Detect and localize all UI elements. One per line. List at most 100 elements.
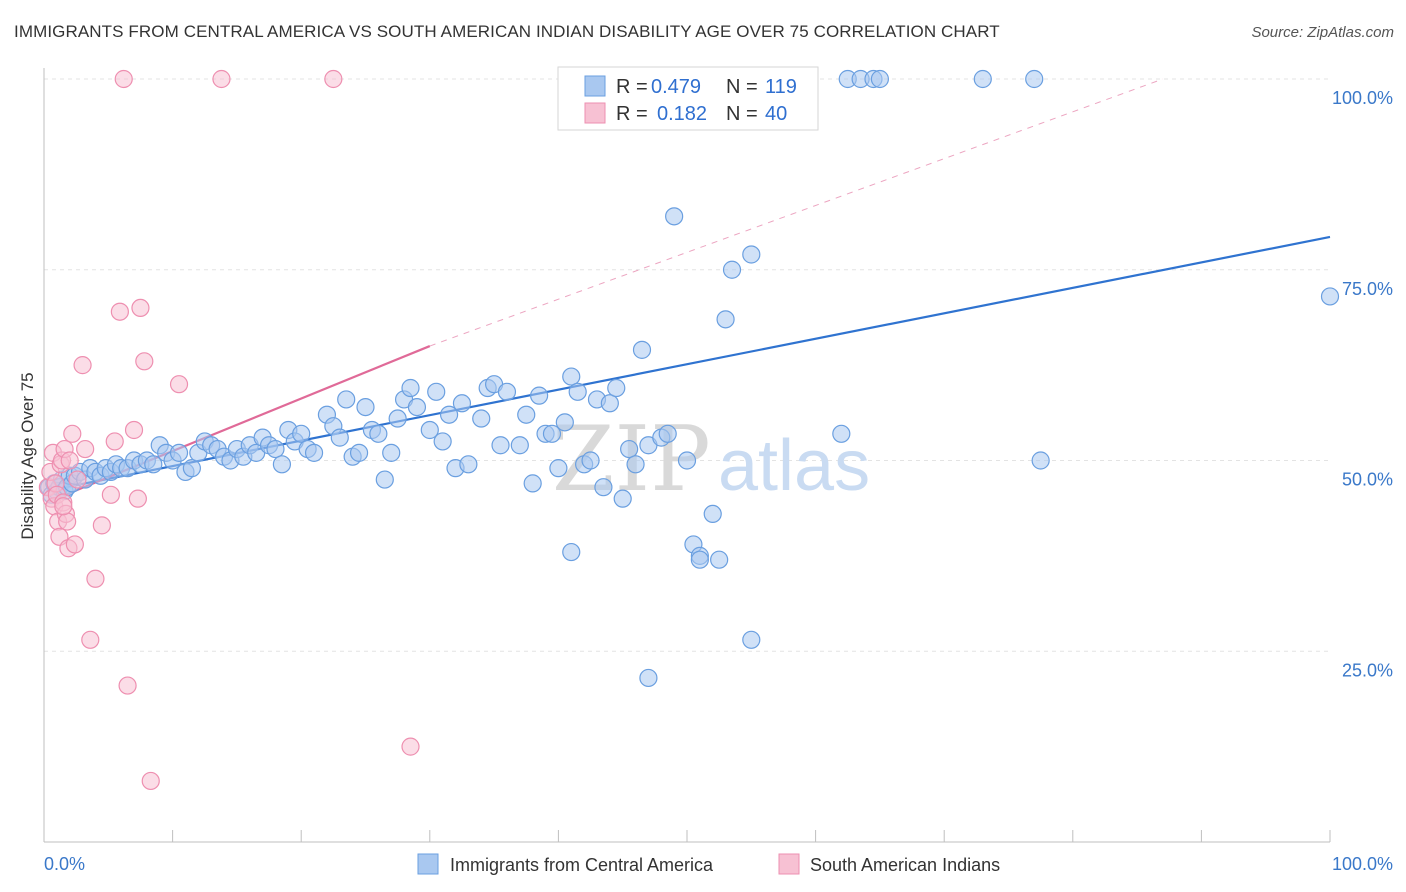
point-series-1-49 (304, 443, 324, 462)
bottom-legend-swatch-2 (778, 853, 800, 875)
legend-n-value-2: 40 (765, 103, 787, 125)
point-series-1-83 (549, 459, 568, 478)
point-series-1-86 (568, 382, 587, 401)
x-tick-label-max: 100.0% (1332, 854, 1393, 874)
point-series-2-36 (212, 69, 231, 89)
point-series-2-22 (81, 630, 100, 649)
point-series-1-120 (1031, 451, 1050, 470)
legend-n-label-2: N = (726, 103, 758, 125)
y-tick-label-2: 50.0% (1342, 470, 1393, 490)
legend-r-label-1: R = (616, 76, 648, 98)
point-series-2-25 (101, 485, 120, 504)
point-series-1-92 (600, 394, 619, 413)
y-axis-title: Disability Age Over 75 (18, 372, 37, 539)
point-series-2-19 (68, 470, 87, 489)
point-series-1-91 (594, 478, 613, 497)
x-tick-label-min: 0.0% (44, 854, 85, 874)
point-series-2-33 (141, 771, 160, 791)
point-series-1-89 (581, 451, 600, 470)
point-series-1-71 (459, 455, 478, 474)
point-series-1-79 (523, 474, 542, 493)
point-series-1-84 (555, 413, 574, 432)
point-series-2-37 (324, 69, 343, 89)
point-series-1-60 (382, 443, 401, 462)
point-series-1-121 (1320, 287, 1340, 306)
point-series-1-77 (510, 436, 529, 455)
point-series-1-111 (742, 245, 761, 264)
legend-n-label-1: N = (726, 76, 758, 98)
point-series-2-18 (65, 535, 84, 554)
point-series-2-17 (63, 424, 82, 443)
point-series-1-75 (491, 436, 510, 455)
point-series-1-55 (349, 443, 369, 462)
point-series-1-78 (517, 405, 536, 424)
trend-extension-2 (429, 78, 1163, 347)
source-label: Source: ZipAtlas.com (1251, 24, 1394, 41)
point-series-2-34 (169, 375, 189, 394)
point-series-2-31 (131, 298, 150, 317)
point-series-2-21 (76, 439, 95, 459)
point-series-1-97 (632, 340, 652, 359)
bottom-legend-label-1: Immigrants from Central America (450, 855, 714, 875)
point-series-2-24 (92, 516, 111, 535)
point-series-1-118 (973, 69, 992, 89)
point-series-1-28 (169, 443, 189, 462)
point-series-1-94 (613, 489, 632, 508)
point-series-1-63 (401, 378, 420, 398)
legend-n-value-1: 119 (765, 76, 797, 98)
y-tick-label-0: 100.0% (1332, 88, 1393, 108)
point-series-1-24 (144, 455, 163, 474)
point-series-1-64 (407, 397, 427, 417)
point-series-1-58 (369, 424, 388, 443)
data-points (38, 69, 1340, 791)
point-series-1-87 (562, 542, 581, 562)
chart-title: IMMIGRANTS FROM CENTRAL AMERICA VS SOUTH… (14, 22, 1000, 41)
point-series-1-102 (677, 451, 697, 470)
point-series-2-35 (114, 69, 133, 89)
point-series-1-70 (452, 394, 472, 413)
point-series-2-29 (124, 420, 144, 440)
point-series-2-38 (401, 737, 420, 756)
point-series-2-30 (128, 489, 147, 508)
point-series-1-106 (703, 504, 722, 524)
point-series-1-47 (292, 424, 311, 443)
point-series-2-28 (118, 676, 137, 695)
point-series-1-72 (472, 409, 491, 428)
point-series-1-117 (870, 69, 890, 89)
legend-r-value-2: 0.182 (657, 103, 707, 125)
point-series-2-26 (105, 432, 124, 451)
point-series-1-107 (710, 550, 729, 569)
point-series-1-95 (620, 439, 639, 459)
point-series-1-110 (742, 630, 761, 649)
legend-swatch-series-1 (584, 75, 606, 97)
point-series-1-53 (337, 390, 356, 409)
point-series-2-16 (60, 451, 79, 470)
point-series-2-20 (73, 356, 92, 375)
point-series-1-61 (388, 409, 407, 428)
legend-swatch-series-2 (584, 102, 606, 124)
point-series-2-23 (86, 569, 105, 588)
point-series-1-76 (497, 382, 517, 401)
point-series-2-27 (110, 302, 129, 321)
x-ticks (172, 830, 1331, 842)
y-tick-label-3: 25.0% (1342, 660, 1393, 680)
point-series-1-119 (1025, 69, 1044, 89)
point-series-2-14 (58, 512, 77, 531)
point-series-1-65 (420, 420, 439, 440)
legend-r-label-2: R = (616, 103, 648, 125)
point-series-1-52 (330, 428, 349, 447)
point-series-1-101 (665, 207, 684, 226)
point-series-1-105 (690, 550, 709, 569)
point-series-1-66 (427, 382, 446, 401)
point-series-1-108 (716, 310, 735, 329)
point-series-2-39 (54, 497, 73, 516)
y-tick-label-1: 75.0% (1342, 279, 1393, 299)
point-series-1-80 (530, 386, 549, 405)
point-series-1-85 (562, 367, 581, 386)
watermark: ZIP atlas (552, 407, 870, 512)
bottom-legend-label-2: South American Indians (810, 855, 1000, 875)
point-series-1-44 (272, 455, 292, 474)
y-tick-labels: 100.0% 75.0% 50.0% 25.0% (1332, 88, 1393, 680)
point-series-2-32 (135, 352, 154, 371)
